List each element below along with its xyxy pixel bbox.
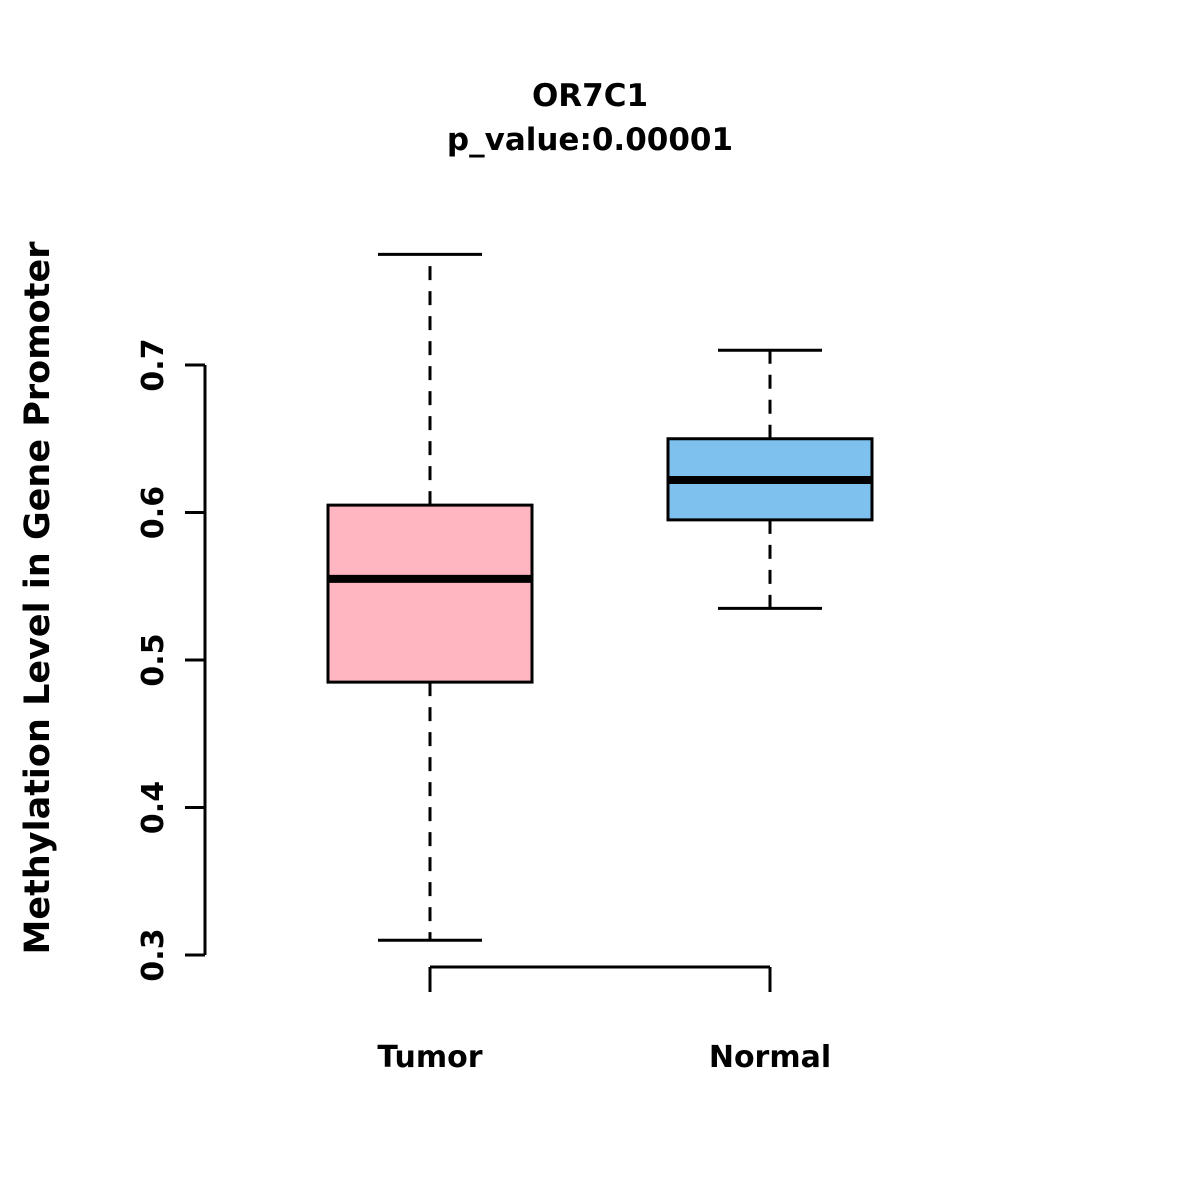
chart-subtitle: p_value:0.00001	[446, 122, 734, 158]
x-category-label-normal: Normal	[708, 1040, 832, 1075]
svg-text:0.7: 0.7	[136, 338, 171, 391]
svg-text:0.5: 0.5	[136, 633, 171, 686]
x-category-label-tumor: Tumor	[377, 1040, 483, 1075]
svg-text:0.4: 0.4	[136, 781, 171, 834]
svg-text:0.6: 0.6	[136, 486, 171, 539]
chart-title: OR7C1	[531, 78, 649, 114]
svg-text:0.3: 0.3	[136, 928, 171, 981]
y-axis-label: Methylation Level in Gene Promoter	[18, 241, 58, 955]
